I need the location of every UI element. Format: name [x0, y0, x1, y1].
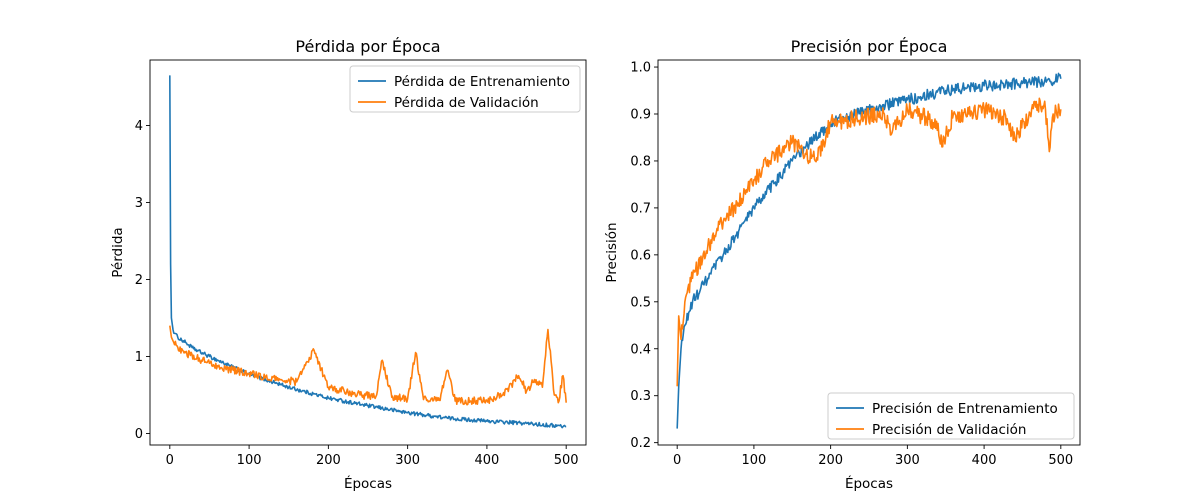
x-tick-label: 0 — [673, 453, 681, 468]
x-tick-label: 0 — [166, 453, 174, 468]
y-tick-label: 0.7 — [630, 201, 651, 216]
series-line-1 — [676, 72, 1062, 429]
x-axis-label: Épocas — [845, 475, 893, 492]
y-tick-label: 0.3 — [630, 389, 651, 404]
y-tick-label: 0 — [135, 427, 143, 442]
legend-label: Precisión de Entrenamiento — [872, 401, 1058, 417]
chart-1: 0 100 200 300 400 500 0 1 2 3 4 Pérdida por Época Ép… — [110, 37, 587, 492]
chart-title: Precisión por Época — [791, 37, 948, 56]
axes-frame — [657, 59, 1081, 446]
y-tick-label: 0.6 — [630, 248, 651, 263]
series-line-2 — [676, 97, 1062, 387]
y-tick-label: 1 — [135, 350, 143, 365]
y-tick-label: 0.8 — [630, 154, 651, 169]
y-tick-label: 4 — [135, 119, 143, 134]
legend-label: Precisión de Validación — [872, 422, 1027, 438]
y-tick-label: 1.0 — [630, 61, 651, 76]
y-tick-label: 3 — [135, 196, 143, 211]
y-tick-label: 2 — [135, 273, 143, 288]
legend-box — [827, 392, 1075, 440]
legend-label: Pérdida de Validación — [394, 95, 539, 111]
x-tick-label: 400 — [474, 453, 499, 468]
axes-frame — [149, 59, 587, 446]
x-tick-label: 100 — [237, 453, 262, 468]
x-tick-label: 400 — [972, 453, 997, 468]
y-tick-label: 0.9 — [630, 107, 651, 122]
y-tick-label: 0.5 — [630, 295, 651, 310]
x-tick-label: 200 — [316, 453, 341, 468]
x-axis-label: Épocas — [344, 475, 392, 492]
series-line-1 — [169, 75, 567, 429]
x-tick-label: 300 — [395, 453, 420, 468]
legend: Precisión de Entrenamiento Precisión de V… — [827, 392, 1075, 440]
chart-title: Pérdida por Época — [295, 37, 440, 56]
x-tick-label: 200 — [818, 453, 843, 468]
y-tick-label: 0.2 — [630, 436, 651, 451]
legend-box — [349, 65, 581, 113]
y-axis-label: Pérdida — [110, 227, 126, 277]
legend: Pérdida de Entrenamiento Pérdida de Valid… — [349, 65, 581, 113]
x-tick-label: 100 — [741, 453, 766, 468]
x-tick-label: 300 — [895, 453, 920, 468]
y-axis-label: Precisión — [604, 222, 620, 282]
x-tick-label: 500 — [1048, 453, 1073, 468]
x-tick-label: 500 — [554, 453, 579, 468]
legend-label: Pérdida de Entrenamiento — [394, 74, 570, 90]
series-line-2 — [169, 325, 567, 406]
y-tick-label: 0.4 — [630, 342, 651, 357]
chart-2: 0 100 200 300 400 500 0.2 0.3 0.4 0.5 0.6 0.7 0.8 0.9… — [604, 37, 1081, 492]
